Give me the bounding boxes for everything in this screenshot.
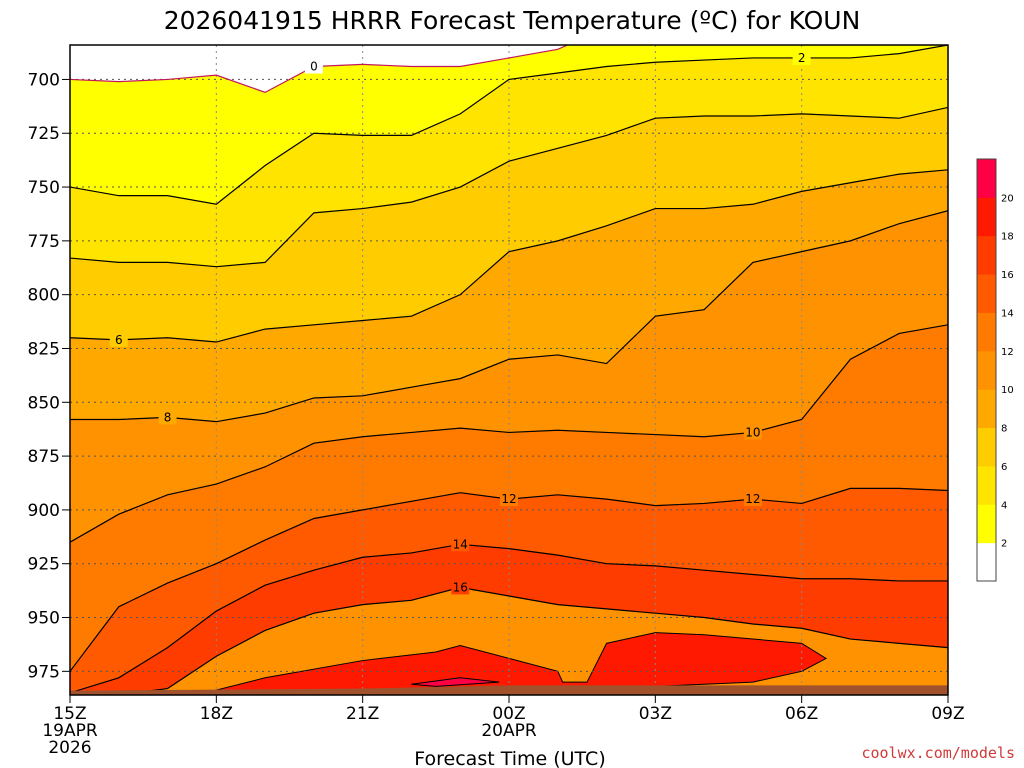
isotherm-label: 10 [745, 425, 760, 439]
y-tick-label: 800 [28, 286, 60, 306]
colorbar-swatch [977, 159, 996, 198]
isotherm-8c [70, 210, 948, 423]
isotherm-6c [70, 169, 948, 343]
isotherm-label-bg [109, 332, 128, 347]
colorbar-swatch [977, 504, 996, 544]
x-tick-label: 18Z [200, 704, 233, 724]
x-tick-label: 21Z [346, 704, 379, 724]
plot-area: 0 2 6 8 10 12 12 14 16 [70, 45, 948, 695]
isotherm-label: 14 [453, 537, 468, 551]
isotherm-label-bg [451, 580, 470, 595]
band-below-0c [70, 45, 568, 93]
colorbar-label: 16 [1001, 270, 1014, 281]
isotherm-label: 6 [115, 333, 123, 347]
isotherm-label-bg [743, 425, 762, 440]
y-tick-label: 975 [28, 662, 60, 682]
grid-lines [70, 45, 948, 695]
x-tick-label: 19APR [42, 721, 98, 741]
colorbar-swatch [977, 465, 996, 505]
credit-text: coolwx.com/models [861, 744, 1015, 762]
isotherm-10c [70, 324, 948, 543]
x-tick-label: 2026 [48, 738, 91, 758]
colorbar-swatch [977, 350, 996, 390]
colorbar-label: 10 [1001, 385, 1014, 396]
isotherm-label: 12 [501, 492, 516, 506]
x-axis-label: Forecast Time (UTC) [414, 748, 605, 768]
isotherm-4c [70, 106, 948, 268]
y-tick-label: 925 [28, 555, 60, 575]
colorbar-label: 20 [1001, 193, 1014, 204]
colorbar-swatch [977, 197, 996, 237]
x-tick-label: 20APR [481, 721, 537, 741]
isotherm-label: 16 [453, 580, 468, 594]
colorbar-label: 4 [1001, 500, 1007, 511]
isotherm-label-bg [451, 537, 470, 552]
chart-title: 2026041915 HRRR Forecast Temperature (ºC… [164, 6, 861, 35]
ground-surface [70, 685, 948, 695]
y-tick-label: 700 [28, 70, 60, 90]
y-tick-label: 775 [28, 232, 60, 252]
x-tick-label: 15Z [53, 704, 86, 724]
x-tick-label: 09Z [931, 704, 964, 724]
isotherm-16c [70, 586, 948, 695]
isotherm-14c [70, 543, 948, 694]
y-axis: 700 725 750 775 800 825 850 875 900 925 950 975 [28, 70, 70, 682]
colorbar-swatch [977, 542, 996, 582]
y-tick-label: 850 [28, 393, 60, 413]
x-tick-label: 06Z [785, 704, 818, 724]
band-20c-core [411, 677, 500, 687]
colorbar-frame [976, 158, 997, 582]
y-tick-label: 950 [28, 609, 60, 629]
colorbar-swatch [977, 389, 996, 429]
colorbar-label: 2 [1001, 539, 1007, 550]
colorbar-label: 18 [1001, 232, 1014, 243]
y-tick-label: 875 [28, 447, 60, 467]
y-tick-label: 725 [28, 124, 60, 144]
colorbar: 2 4 6 8 10 12 14 16 18 20 [976, 158, 1014, 582]
colorbar-swatch [977, 235, 996, 275]
colorbar-swatch [977, 312, 996, 352]
isotherm-label-bg [500, 492, 518, 507]
colorbar-swatch [977, 274, 996, 313]
y-tick-label: 825 [28, 339, 60, 359]
colorbar-label: 8 [1001, 424, 1007, 435]
y-tick-label: 900 [28, 501, 60, 521]
colorbar-label: 12 [1001, 347, 1014, 358]
isotherm-0c [70, 45, 570, 94]
isotherm-label-bg [158, 410, 177, 425]
isotherm-label-bg [304, 59, 323, 74]
isotherm-label-bg [792, 50, 811, 65]
isotherm-label: 8 [164, 410, 172, 424]
isotherm-label: 12 [745, 492, 760, 506]
x-tick-label: 00Z [492, 704, 525, 724]
isotherm-label: 0 [310, 60, 318, 74]
x-tick-label: 03Z [639, 704, 672, 724]
isotherm-label: 2 [798, 51, 806, 65]
colorbar-swatch [977, 427, 996, 467]
y-tick-label: 750 [28, 178, 60, 198]
band-18c-core [196, 632, 828, 695]
isotherm-label-bg [743, 492, 762, 507]
band-below-2c [70, 45, 948, 205]
isotherm-lines: 0 2 6 8 10 12 12 14 16 [70, 45, 948, 695]
colorbar-label: 14 [1001, 308, 1014, 319]
colorbar-label: 6 [1001, 462, 1007, 473]
